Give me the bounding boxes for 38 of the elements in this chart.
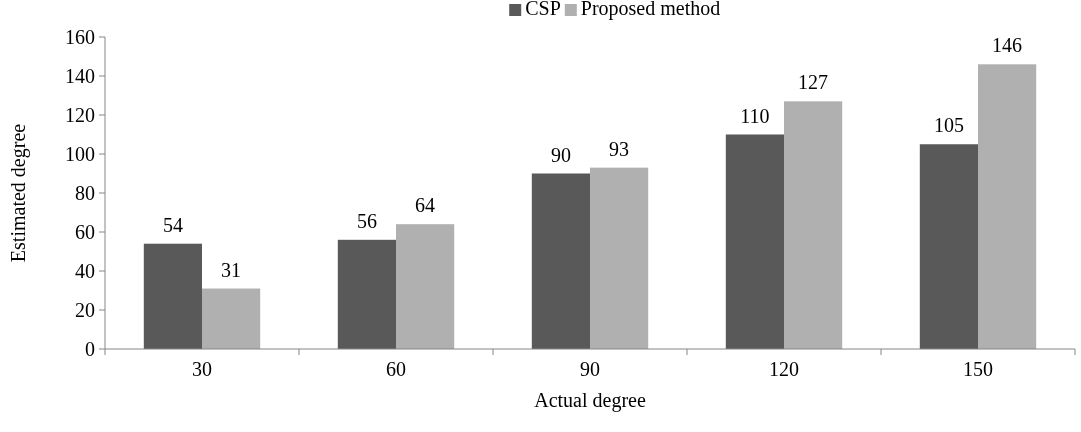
y-axis-title: Estimated degree	[7, 123, 30, 263]
y-tick-label: 100	[65, 143, 95, 165]
data-label: 54	[162, 213, 183, 236]
data-label: 90	[550, 143, 571, 166]
legend-label: CSP	[525, 0, 561, 19]
y-tick-label: 0	[85, 338, 95, 360]
data-label: 105	[933, 114, 964, 137]
x-axis-title: Actual degree	[534, 389, 646, 412]
data-label: 146	[992, 34, 1023, 57]
data-label: 110	[740, 104, 770, 127]
x-tick-label: 60	[386, 358, 406, 380]
y-tick-label: 20	[75, 299, 95, 321]
y-tick-label: 120	[65, 104, 95, 126]
bar	[784, 101, 843, 349]
data-label: 31	[221, 258, 242, 281]
bar	[919, 144, 978, 349]
y-tick-label: 140	[65, 65, 95, 87]
bar	[531, 173, 590, 349]
bar	[725, 134, 784, 349]
data-label: 56	[356, 209, 377, 232]
data-label: 64	[415, 194, 436, 217]
bar	[202, 288, 261, 349]
y-tick-label: 160	[65, 26, 95, 48]
x-tick-label: 120	[769, 358, 799, 380]
x-tick-label: 150	[963, 358, 993, 380]
x-tick-label: 90	[580, 358, 600, 380]
bar	[396, 224, 455, 349]
y-tick-label: 80	[75, 182, 95, 204]
data-label: 127	[798, 71, 829, 94]
y-tick-label: 40	[75, 260, 95, 282]
bar	[143, 243, 202, 349]
bar	[978, 64, 1037, 349]
bar	[590, 167, 649, 349]
bar	[337, 239, 396, 349]
legend-label: Proposed method	[580, 0, 721, 20]
y-tick-label: 60	[75, 221, 95, 243]
data-label: 93	[609, 137, 630, 160]
x-tick-label: 30	[192, 358, 212, 380]
